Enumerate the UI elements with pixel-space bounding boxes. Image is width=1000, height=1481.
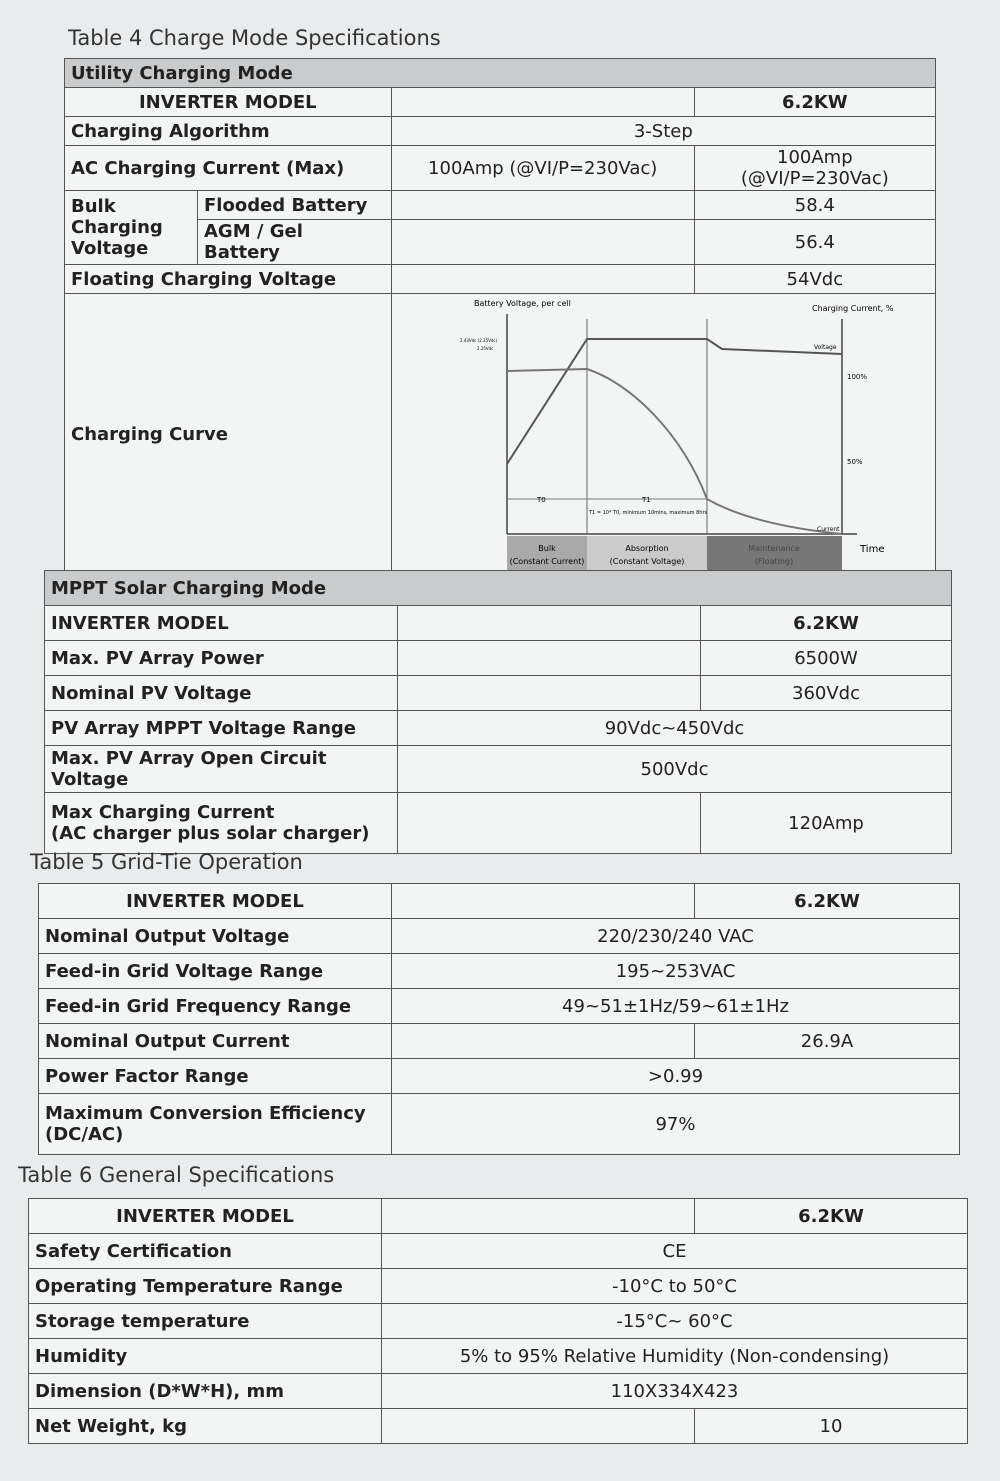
table5: INVERTER MODEL 6.2KW Nominal Output Volta… <box>38 883 960 1155</box>
row-value: 120Amp <box>700 792 952 854</box>
row-label: INVERTER MODEL <box>28 1198 382 1234</box>
current-label: Current <box>817 526 840 533</box>
row-value: 26.9A <box>694 1023 960 1059</box>
row-value: 100Amp (@VI/P=230Vac) <box>390 145 695 191</box>
charging-curve-diagram: Battery Voltage, per cell Charging Curre… <box>460 299 894 572</box>
table4: Utility Charging Mode INVERTER MODEL 6.2K… <box>64 58 937 575</box>
row-label: Dimension (D*W*H), mm <box>28 1373 382 1409</box>
v1-label: 2.43Vdc (2.35Vdc) <box>460 338 498 343</box>
row-label: Humidity <box>28 1338 382 1374</box>
maint-label: Maintenance <box>748 544 800 553</box>
row-value: -10°C to 50°C <box>381 1268 968 1304</box>
row-label: Max Charging Current <box>51 802 275 823</box>
row-value: 49~51±1Hz/59~61±1Hz <box>391 988 960 1024</box>
row-label: AC Charging Current (Max) <box>64 145 392 191</box>
voltage-label: Voltage <box>814 344 837 351</box>
row-label: Floating Charging Voltage <box>64 264 392 294</box>
v2-label: 2.25Vdc <box>477 346 493 351</box>
row-label: INVERTER MODEL <box>38 883 392 919</box>
table5-caption: Table 5 Grid-Tie Operation <box>30 850 303 874</box>
row-label: Storage temperature <box>28 1303 382 1339</box>
bulk-phase-band <box>506 536 587 572</box>
row-label: Nominal PV Voltage <box>44 675 398 711</box>
voltage-line <box>505 338 842 465</box>
curve-label: Charging Curve <box>64 293 392 575</box>
row-label: Power Factor Range <box>38 1058 392 1094</box>
bulk-label: Bulk Charging <box>71 196 163 238</box>
absorption-phase-band <box>586 536 707 572</box>
row-value: 195~253VAC <box>391 953 960 989</box>
row-value: 6.2KW <box>700 605 952 641</box>
section-mppt: MPPT Solar Charging Mode <box>44 570 952 606</box>
row-label: Flooded Battery <box>197 190 392 220</box>
table6-caption: Table 6 General Specifications <box>18 1163 335 1187</box>
row-value: 54Vdc <box>693 264 937 294</box>
row-value: >0.99 <box>391 1058 960 1094</box>
row-label: Charging Algorithm <box>64 116 392 146</box>
t0-label: T0 <box>536 496 546 504</box>
pct100-label: 100% <box>847 373 867 381</box>
row-value: 97% <box>391 1093 960 1155</box>
row-value: 500Vdc <box>397 745 952 793</box>
pct50-label: 50% <box>847 458 863 466</box>
mppt-table: MPPT Solar Charging Mode INVERTER MODEL 6… <box>44 570 952 854</box>
row-label: PV Array MPPT Voltage Range <box>44 710 398 746</box>
model-value: 6.2KW <box>693 87 937 117</box>
row-label: Feed-in Grid Frequency Range <box>38 988 392 1024</box>
row-value: 3-Step <box>390 116 937 146</box>
row-value: 10 <box>694 1408 968 1444</box>
row-value: 90Vdc~450Vdc <box>397 710 952 746</box>
row-label: AGM / Gel Battery <box>197 219 392 265</box>
row-label: Safety Certification <box>28 1233 382 1269</box>
maintenance-phase-band <box>706 536 842 572</box>
row-label: Net Weight, kg <box>28 1408 382 1444</box>
row-label: INVERTER MODEL <box>44 605 398 641</box>
table6: INVERTER MODEL 6.2KW Safety Certification… <box>28 1198 968 1444</box>
current-line <box>506 367 842 535</box>
row-value: 6.2KW <box>694 1198 968 1234</box>
table4-caption: Table 4 Charge Mode Specifications <box>68 26 441 50</box>
row-label: Feed-in Grid Voltage Range <box>38 953 392 989</box>
row-value: 58.4 <box>693 190 937 220</box>
row-label: Maximum Conversion Efficiency <box>45 1103 366 1124</box>
row-label: Max. PV Array Open Circuit Voltage <box>44 745 398 793</box>
bulk-sub: (Constant Current) <box>509 557 584 566</box>
row-value: 110X334X423 <box>381 1373 968 1409</box>
y-right-label: Charging Current, % <box>812 304 894 313</box>
row-value: -15°C~ 60°C <box>381 1303 968 1339</box>
maint-sub: (Floating) <box>754 557 792 566</box>
row-value: 6500W <box>700 640 952 676</box>
t1-note: T1 = 10* T0, minimum 10mins, maximum 8hr… <box>588 510 708 516</box>
row-label: (DC/AC) <box>45 1124 124 1145</box>
row-label: Nominal Output Voltage <box>38 918 392 954</box>
row-label: (AC charger plus solar charger) <box>51 823 370 844</box>
abs-label: Absorption <box>625 544 668 553</box>
row-value: 5% to 95% Relative Humidity (Non-condens… <box>381 1338 968 1374</box>
time-label: Time <box>859 544 884 555</box>
abs-sub: (Constant Voltage) <box>609 557 684 566</box>
model-label: INVERTER MODEL <box>64 87 392 117</box>
row-value: 6.2KW <box>694 883 960 919</box>
t1-label: T1 <box>641 496 651 504</box>
bulk-label: Voltage <box>71 238 149 259</box>
row-label: Operating Temperature Range <box>28 1268 382 1304</box>
row-value: 100Amp (@VI/P=230Vac) <box>693 145 937 191</box>
y-left-label: Battery Voltage, per cell <box>474 299 571 308</box>
row-value: 56.4 <box>693 219 937 265</box>
row-value: 220/230/240 VAC <box>391 918 960 954</box>
section-utility: Utility Charging Mode <box>64 58 936 88</box>
row-value: CE <box>381 1233 968 1269</box>
row-value: 360Vdc <box>700 675 952 711</box>
row-label: Nominal Output Current <box>38 1023 392 1059</box>
row-label: Max. PV Array Power <box>44 640 398 676</box>
bulk-label: Bulk <box>538 544 556 553</box>
